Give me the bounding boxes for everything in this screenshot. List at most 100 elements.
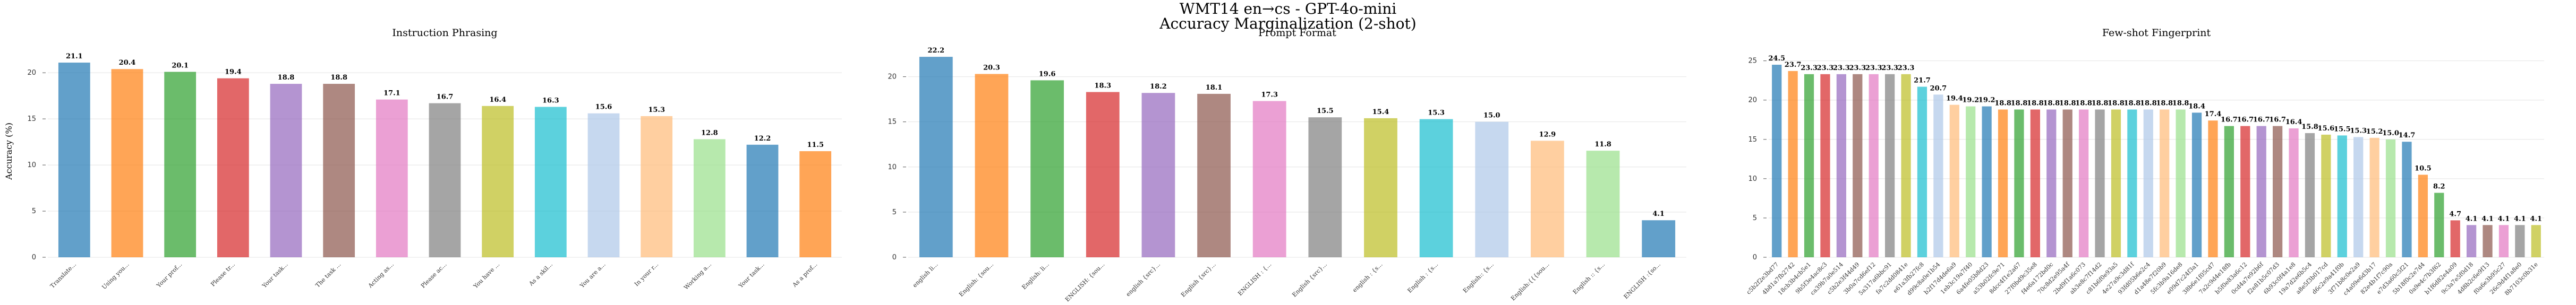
bar-value-label: 16.7 <box>2253 116 2270 124</box>
bar-value-label: 23.3 <box>1898 64 1915 72</box>
y-tick-label: 20 <box>27 69 36 77</box>
bar <box>1419 119 1453 257</box>
bar <box>376 99 408 257</box>
bar <box>164 72 197 257</box>
bar <box>1197 93 1231 257</box>
x-tick-label: Acting as... <box>366 261 395 290</box>
bar-value-label: 19.6 <box>1039 70 1056 78</box>
bar-value-label: 23.3 <box>1833 64 1850 72</box>
bar-value-label: 17.3 <box>1261 91 1278 99</box>
bar-value-label: 23.3 <box>1881 64 1898 72</box>
bar <box>1885 74 1895 257</box>
bar-value-label: 16.4 <box>489 96 506 104</box>
bar-value-label: 16.7 <box>2237 116 2254 124</box>
bar <box>534 107 567 258</box>
bar-value-label: 23.3 <box>1801 64 1818 72</box>
y-tick-label: 25 <box>1748 57 1757 65</box>
bar-value-label: 15.0 <box>2382 129 2399 137</box>
bar-value-label: 16.3 <box>542 97 559 105</box>
bar-value-label: 15.6 <box>595 103 612 111</box>
bar <box>2337 135 2347 257</box>
x-tick-label: ENGLISH :{so... <box>1623 261 1662 300</box>
bar-value-label: 18.8 <box>2011 99 2028 107</box>
chart-panel-2: Prompt Format 0 5 10 15 20 22.2 english li... 20… <box>888 27 1686 303</box>
bar-value-label: 18.8 <box>2043 99 2060 107</box>
bar-value-label: 16.7 <box>2269 116 2286 124</box>
bar <box>1788 71 1798 257</box>
y-tick-label: 5 <box>1753 214 1757 222</box>
bar-value-label: 19.2 <box>1962 97 1979 104</box>
bar-value-label: 18.3 <box>1094 82 1111 90</box>
bar <box>111 69 143 257</box>
figure-title-line1: WMT14 en→cs - GPT-4o-mini <box>1180 0 1396 18</box>
panel-title: Prompt Format <box>1258 27 1336 39</box>
x-tick-label: english {src}... <box>1124 261 1162 298</box>
bar <box>2176 109 2186 257</box>
bar <box>2256 126 2266 257</box>
bar-value-label: 18.8 <box>330 74 347 82</box>
bar <box>1917 86 1927 257</box>
x-tick-label: Please tr... <box>209 261 236 288</box>
bar-value-label: 15.5 <box>2334 125 2351 133</box>
x-tick-label: As a prof... <box>791 261 818 289</box>
bar <box>2305 133 2315 257</box>
bar <box>1772 65 1782 257</box>
bar-value-label: 15.8 <box>2301 123 2318 131</box>
bar <box>587 113 620 257</box>
bar <box>2111 109 2121 257</box>
bar <box>1901 74 1911 257</box>
bar-value-label: 18.8 <box>2108 99 2125 107</box>
bar-value-label: 23.7 <box>1785 61 1802 69</box>
bar <box>2483 225 2493 257</box>
y-tick-label: 15 <box>27 115 36 123</box>
bar-value-label: 12.2 <box>754 135 771 143</box>
bar <box>1642 220 1676 257</box>
bar <box>1949 104 1959 257</box>
bar-value-label: 22.2 <box>927 47 944 55</box>
bar <box>1586 151 1620 257</box>
bar <box>1030 80 1064 257</box>
bar-value-label: 18.8 <box>2124 99 2141 107</box>
bar-value-label: 20.1 <box>172 62 189 69</box>
bar-value-label: 15.4 <box>1372 108 1389 116</box>
bar-value-label: 19.4 <box>1946 95 1963 103</box>
panel-title: Instruction Phrasing <box>392 27 497 39</box>
bar <box>1308 117 1342 257</box>
x-tick-label: English:: {s... <box>1462 261 1495 294</box>
bar <box>1086 92 1120 258</box>
bar <box>2353 137 2364 257</box>
chart-panel-1: Instruction Phrasing 0 5 10 15 20 Accuracy (%)… <box>4 27 842 291</box>
bar <box>323 84 355 258</box>
bar-value-label: 18.8 <box>2092 99 2109 107</box>
bar <box>1475 121 1509 257</box>
bar <box>2289 128 2299 257</box>
bar <box>2143 109 2153 257</box>
x-tick-label: English {src}... <box>1180 261 1217 299</box>
bar-value-label: 15.0 <box>1483 112 1500 120</box>
bar <box>2046 109 2057 257</box>
bar-value-label: 18.8 <box>2027 99 2044 107</box>
bar <box>482 106 514 258</box>
bar-value-label: 15.2 <box>2366 128 2383 136</box>
bar-value-label: 20.3 <box>983 64 1000 72</box>
bar <box>58 63 90 257</box>
y-tick-label: 0 <box>32 254 36 262</box>
x-tick-label: Using you... <box>100 261 130 291</box>
x-tick-label: Your task... <box>260 261 289 290</box>
bar <box>1141 93 1175 257</box>
bar-value-label: 19.4 <box>225 68 242 76</box>
bar <box>975 74 1009 257</box>
bar-value-label: 4.1 <box>2498 215 2510 223</box>
bar <box>1933 94 1943 258</box>
panel-title: Few-shot Fingerprint <box>2102 27 2211 39</box>
x-tick-label: english li... <box>911 261 940 289</box>
bar <box>2240 126 2250 257</box>
bar <box>1531 141 1564 257</box>
bar-value-label: 24.5 <box>1768 55 1785 63</box>
bar <box>2450 220 2460 257</box>
bar <box>2402 142 2412 257</box>
bar <box>2030 109 2040 257</box>
x-tick-label: Your task... <box>737 261 765 290</box>
bar <box>2434 193 2444 257</box>
